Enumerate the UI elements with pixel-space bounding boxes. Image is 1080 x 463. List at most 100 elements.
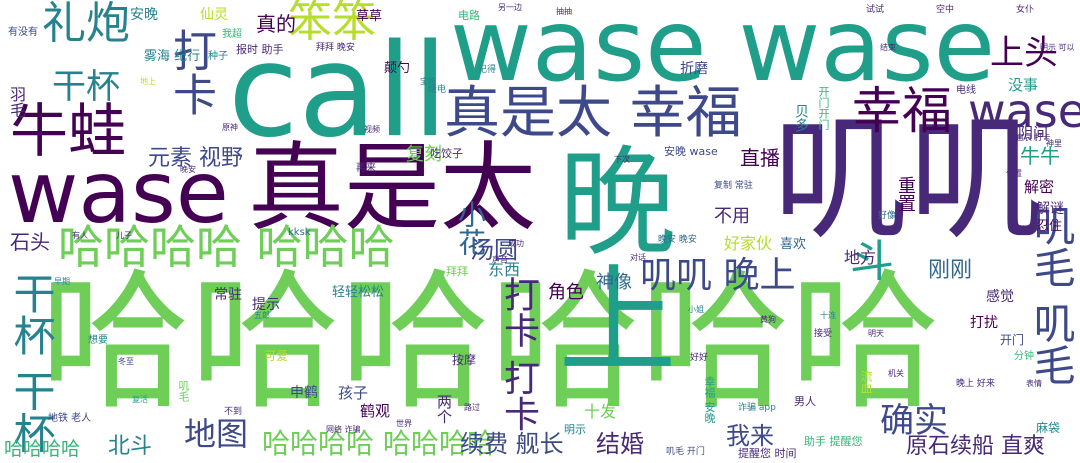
word-cloud-word: 东西 (488, 260, 521, 279)
word-cloud-word: 助手 提醒您 (804, 435, 863, 448)
word-cloud-word: 地图 (184, 415, 249, 453)
word-cloud-word: 确实 (880, 401, 948, 441)
word-cloud-word: 阴间 (1018, 124, 1049, 142)
word-cloud-word: 两个 (435, 394, 453, 424)
word-cloud-word: 空中 (936, 5, 955, 15)
word-cloud-word: 按摩 (452, 353, 477, 367)
word-cloud-word: 明示 可以 (1040, 43, 1075, 52)
word-cloud-word: 麻袋 (1036, 421, 1061, 435)
word-cloud-word: 地上 (140, 77, 156, 86)
word-cloud-word: 晚上 好来 (956, 379, 995, 389)
word-cloud-word: 结束 (880, 43, 896, 52)
word-cloud-word: 常驻 (214, 287, 242, 303)
word-cloud-word: 孩子 (338, 384, 369, 402)
word-cloud-word: 折磨 (680, 61, 708, 77)
word-cloud-word: kksk (288, 227, 311, 238)
word-cloud-word: 续费 舰长 (460, 430, 564, 458)
word-cloud-word: 视频 (364, 125, 380, 134)
word-cloud-word: 可爱 (264, 349, 289, 363)
word-cloud-word: 抽抽 (556, 7, 572, 16)
word-cloud-word: 牛牛 (1020, 144, 1060, 168)
word-cloud-word: 感觉 (986, 289, 1014, 305)
word-cloud-word: 安晚 wase (664, 145, 718, 158)
word-cloud-word: 斗 (850, 236, 894, 287)
word-cloud-word: 轻轻松松 (332, 285, 385, 300)
word-cloud-word: 流血 (859, 370, 873, 394)
word-cloud-word: 复制 常驻 (714, 181, 753, 191)
word-cloud-word: 路过 (464, 403, 480, 412)
word-cloud-word: 世界 (396, 419, 412, 428)
word-cloud-word: 地铁 老人 (48, 413, 92, 424)
word-cloud-word: 再来 (356, 163, 376, 174)
word-cloud-word: 女仆 (1016, 5, 1035, 15)
word-cloud-word: 真是太 (248, 132, 536, 244)
word-cloud-word: 北斗 (108, 434, 153, 459)
word-cloud-word: 想要 (88, 335, 108, 346)
word-cloud-word: wase wase (450, 0, 996, 104)
word-cloud-word: 诈骗 app (738, 403, 776, 413)
word-cloud-word: 颠勺 (384, 61, 411, 76)
word-cloud-word: 机关 (888, 369, 904, 378)
word-cloud-word: 表情 (1026, 379, 1042, 388)
word-cloud-word: 小姐 (688, 305, 704, 314)
word-cloud-word: 礼炮 (42, 0, 130, 49)
word-cloud-word: 复刻 (406, 144, 442, 165)
word-cloud-word: 接受 (814, 329, 833, 339)
word-cloud-word: 哈哈哈哈 (4, 438, 81, 460)
word-cloud-word: 早期 (54, 277, 70, 286)
word-cloud-word: 有没有 (8, 27, 38, 38)
word-cloud-word: 哈哈哈哈哈哈 (40, 256, 941, 430)
word-cloud-word: 直哀 打卡 (1016, 133, 1051, 142)
word-cloud-word: 儿子 (116, 231, 132, 240)
word-cloud-word: 记得 (478, 65, 497, 75)
word-cloud-word: 笨笨 (288, 0, 376, 47)
word-cloud-word: 上头 (990, 33, 1058, 73)
word-cloud-word: 神里 (1046, 139, 1062, 148)
word-cloud-word: 打卡 打卡 (498, 276, 539, 432)
word-cloud-word: 电线 (956, 85, 976, 96)
word-cloud-word: 提醒您 时间 (738, 447, 797, 460)
word-cloud-word: 不用 (714, 206, 750, 227)
word-cloud-word: 试试 (866, 5, 885, 15)
word-cloud-word: 直播 (740, 146, 780, 170)
word-cloud-word: 晚上 (538, 140, 676, 376)
word-cloud-word: 结婚 (596, 430, 644, 458)
word-cloud-word: 打扰 (970, 315, 998, 331)
word-cloud-word: 草草 (356, 9, 383, 24)
word-cloud-word: 叽叽 (772, 101, 1044, 259)
word-cloud-word: 黄狗 (760, 315, 776, 324)
word-cloud-word: 叽叽 晚上 (640, 255, 796, 296)
word-cloud-word: 元素 视野 (148, 146, 243, 171)
word-cloud-word: 贝多 (793, 104, 809, 132)
word-cloud-word: 忍住 (1036, 219, 1063, 234)
word-cloud-word: 神像 (596, 272, 632, 293)
word-cloud-word: 刚刚 (928, 258, 973, 283)
word-cloud-word: 电路 (458, 9, 480, 22)
word-cloud-word: 十连 (820, 311, 836, 320)
word-cloud-word: 宝箱 (420, 77, 436, 86)
word-cloud-word: 解密 (1024, 178, 1055, 196)
word-cloud-word: 雾海 纪行 (144, 49, 201, 64)
word-cloud-word: 真是太 幸福 (444, 81, 742, 146)
word-cloud-word: 真的 (256, 12, 296, 36)
word-cloud-word: 牛蛙 (10, 97, 127, 165)
word-cloud-word: 重置 (895, 176, 916, 212)
word-cloud-word: 明示 (564, 423, 586, 436)
word-cloud-word: 声音 (492, 255, 508, 264)
word-cloud-word: 石头 (10, 230, 50, 254)
word-cloud-word: 分钟 (1014, 351, 1034, 362)
word-cloud-word: 幸福 (852, 82, 952, 140)
word-cloud-word: 拜拜 晚安 (316, 43, 355, 53)
word-cloud-word: 开门开门 (817, 86, 830, 130)
word-cloud-word: 我超 (222, 29, 242, 40)
word-cloud-word: 男人 (794, 395, 816, 408)
word-cloud-word: 没事 (1008, 76, 1039, 94)
word-cloud-word: 咱爸 (1010, 225, 1026, 234)
word-cloud-word: 晚安 晚安 (658, 235, 697, 245)
word-cloud-word: 网络 诈骗 (326, 425, 361, 434)
word-cloud-word: 冬至 (118, 357, 134, 366)
word-cloud-word: 仙灵 (200, 7, 228, 23)
word-cloud-word: 明天 (868, 329, 884, 338)
word-cloud-word: 不到 (224, 407, 243, 417)
word-cloud-word: 哈哈哈哈 哈哈哈哈 (262, 427, 495, 460)
